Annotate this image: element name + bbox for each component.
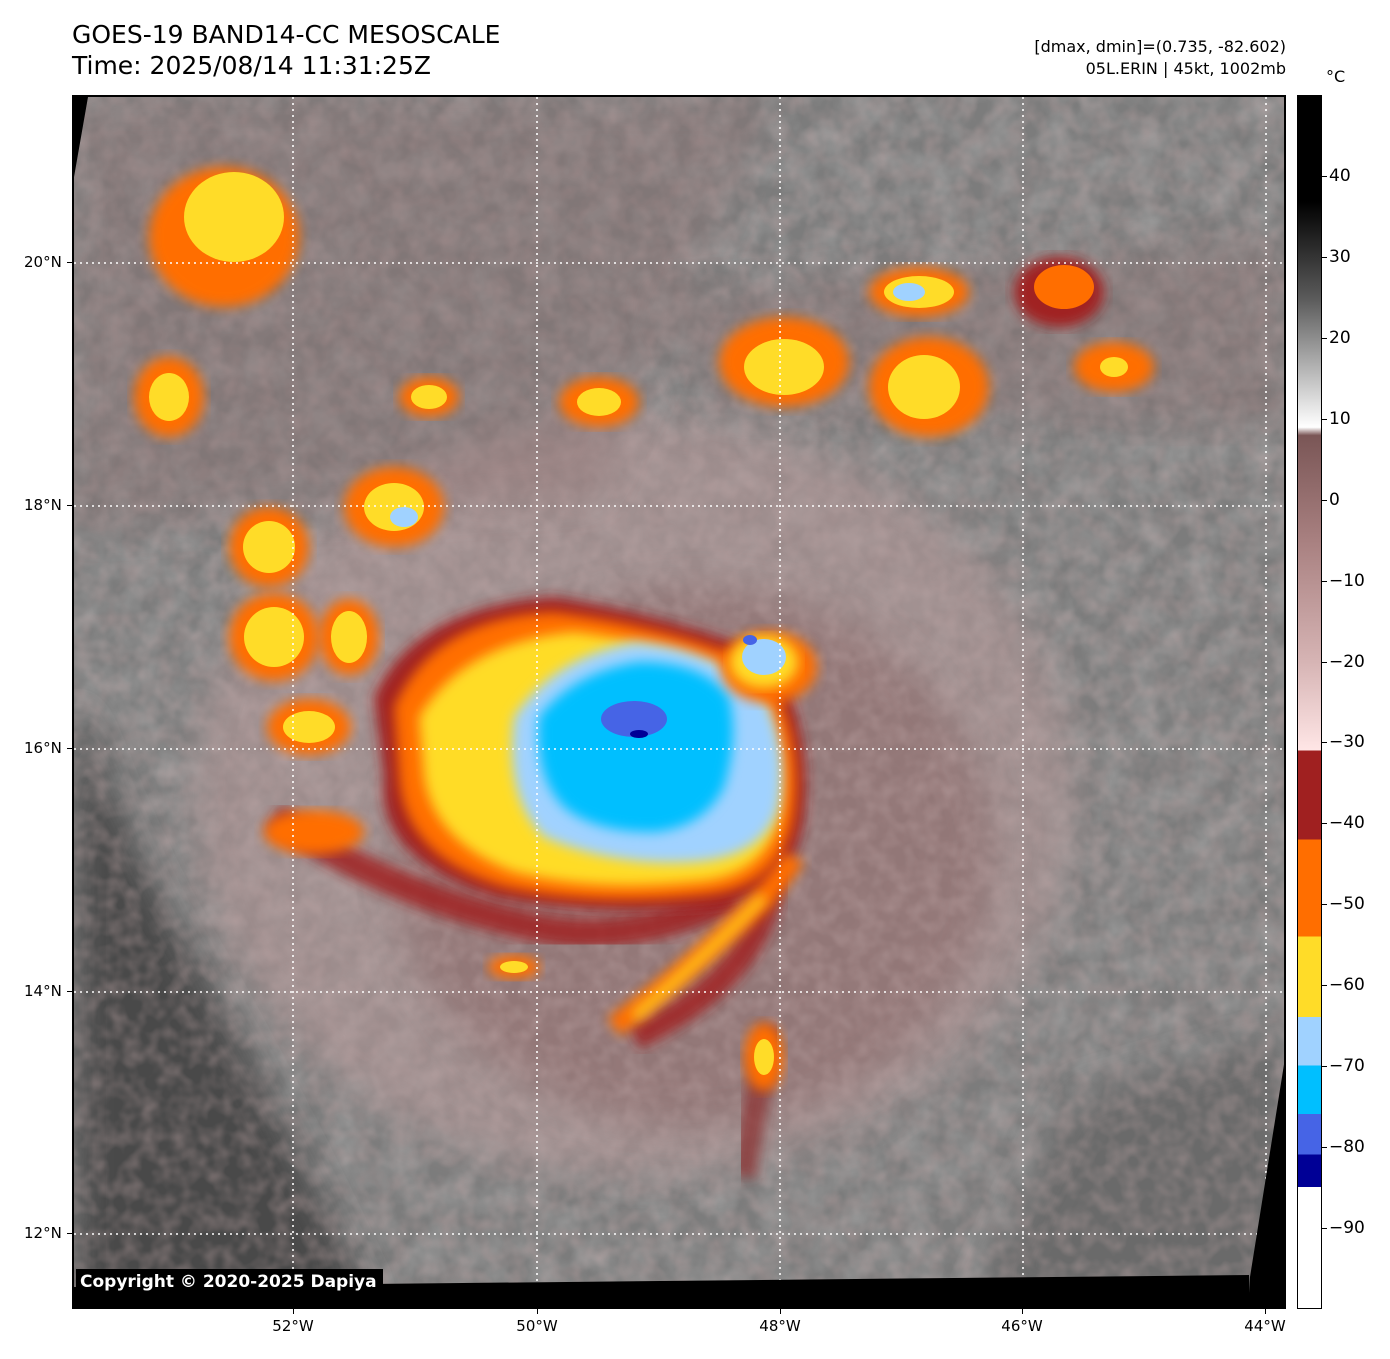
colorbar-tick [1322,742,1327,744]
lon-tick [293,1309,294,1314]
colorbar-tick [1322,1228,1327,1230]
title-time: Time: 2025/08/14 11:31:25Z [72,51,431,80]
spiral-band-west [266,805,741,947]
lon-label-52w: 52°W [272,1317,314,1335]
colorbar-tick-label: −70 [1329,1056,1365,1077]
ne-cluster-2-top [888,355,960,419]
graticule [74,97,1284,1307]
convective-cell-small-top [500,961,528,973]
colorbar-tick [1322,904,1327,906]
colorbar-tick-label: −80 [1329,1137,1365,1158]
ne-cluster-1-top [744,339,824,395]
colorbar-tick-label: −60 [1329,975,1365,996]
title-product: GOES-19 BAND14-CC MESOSCALE [72,20,501,49]
n-cell-3-top [411,385,447,409]
nw-cell-2-top [149,373,189,421]
lon-tick [1265,1309,1266,1314]
lat-label-14n: 14°N [24,982,62,1000]
nodata-top-left [74,97,88,177]
west-cell-5-top [243,521,295,573]
feeder-band-yellow [631,894,767,1021]
colorbar-tick-label: −10 [1329,570,1365,591]
convective-cell-east-blue [742,639,786,675]
storm-info: 05L.ERIN | 45kt, 1002mb [1085,59,1286,78]
colorbar-tick-label: 40 [1329,165,1351,186]
convective-cell-south-top [754,1039,774,1075]
cdo-coldest-core [630,730,648,738]
colorbar-tick-label: −90 [1329,1218,1365,1239]
lat-label-20n: 20°N [24,253,62,271]
temperature-colorbar [1297,95,1322,1309]
colorbar-tick-label: 30 [1329,246,1351,267]
west-cell-1-top [244,607,304,667]
lon-tick [1022,1309,1023,1314]
ne-cluster-5-top [1100,357,1128,377]
colorbar-tick-label: 10 [1329,408,1351,429]
cdo-cyan [538,662,733,832]
n-cell-4-top [577,388,621,416]
nw-cluster-top [184,172,284,262]
north-cell-1-blue [390,507,418,527]
colorbar-tick-label: 20 [1329,327,1351,348]
lat-label-18n: 18°N [24,496,62,514]
colorbar-tick-label: 0 [1329,489,1340,510]
colorbar-tick [1322,985,1327,987]
colorbar-tick [1322,418,1327,420]
nodata-bottom-right [1249,1064,1284,1307]
lon-label-44w: 44°W [1244,1317,1286,1335]
cdo-coldest-blue [601,701,667,737]
lat-label-12n: 12°N [24,1224,62,1242]
lat-tick [67,748,72,749]
lat-label-16n: 16°N [24,739,62,757]
colorbar-tick [1322,499,1327,501]
west-cell-2-top [331,611,367,663]
lon-tick [780,1309,781,1314]
ne-cluster-3-blue [893,283,925,301]
ne-cluster-4-top [1034,265,1094,309]
satellite-map[interactable]: Copyright © 2020-2025 Dapiya [72,95,1286,1309]
satellite-image [74,97,1284,1307]
colorbar-tick [1322,1066,1327,1068]
lon-label-46w: 46°W [1001,1317,1043,1335]
nodata-bottom [74,1275,1250,1307]
colorbar-tick [1322,256,1327,258]
colorbar-tick-label: −20 [1329,651,1365,672]
lat-tick [67,1233,72,1234]
colorbar-gradient [1298,96,1321,1308]
convective-cell-east-core [743,635,757,645]
lon-label-50w: 50°W [516,1317,558,1335]
colorbar-tick [1322,580,1327,582]
lat-tick [67,991,72,992]
lat-tick [67,505,72,506]
lat-tick [67,262,72,263]
colorbar-tick-label: −50 [1329,894,1365,915]
colorbar-tick [1322,661,1327,663]
colorbar-tick [1322,823,1327,825]
colorbar-tick [1322,1147,1327,1149]
colorbar-tick-label: −40 [1329,813,1365,834]
colorbar-tick [1322,175,1327,177]
lon-label-48w: 48°W [759,1317,801,1335]
west-cell-3-top [283,711,335,743]
colorbar-unit: °C [1326,67,1346,86]
colorbar-tick-label: −30 [1329,732,1365,753]
data-range-info: [dmax, dmin]=(0.735, -82.602) [1034,37,1286,56]
west-cell-4 [264,810,364,854]
lon-tick [537,1309,538,1314]
colorbar-tick [1322,337,1327,339]
copyright-notice: Copyright © 2020-2025 Dapiya [76,1269,383,1295]
